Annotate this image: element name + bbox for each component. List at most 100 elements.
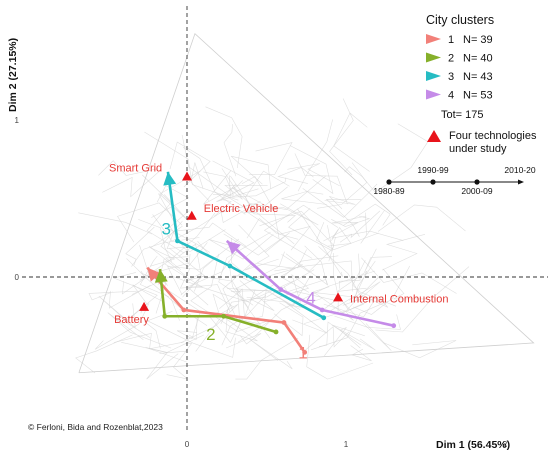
- legend-swatch-2: [426, 52, 441, 63]
- background-trajectory: [132, 284, 165, 305]
- cluster-3-path: [166, 171, 325, 319]
- background-trajectory: [181, 134, 231, 197]
- legend-swatch-4: [426, 89, 441, 100]
- background-trajectory: [289, 145, 334, 195]
- technology-label: Smart Grid: [109, 163, 162, 175]
- background-trajectory: [360, 210, 385, 244]
- background-trajectory: [343, 203, 391, 226]
- background-trajectory: [259, 210, 335, 262]
- background-trajectory: [273, 302, 304, 337]
- legend-total: Tot= 175: [441, 109, 484, 121]
- background-trajectory: [182, 147, 246, 215]
- background-trajectory: [285, 245, 328, 286]
- background-trajectory: [203, 170, 243, 205]
- background-trajectory: [288, 208, 333, 252]
- legend-swatch-1: [426, 34, 441, 44]
- background-trajectory: [331, 215, 371, 227]
- timeline-dot: [386, 179, 392, 185]
- background-trajectory: [166, 349, 188, 380]
- background-trajectory: [243, 207, 295, 245]
- background-trajectory: [75, 334, 133, 374]
- x-tick-label: 1: [344, 440, 349, 449]
- background-trajectory: [230, 175, 326, 210]
- background-trajectory: [159, 343, 193, 354]
- cluster-3-point: [175, 238, 180, 244]
- cluster-4-path: [225, 239, 394, 327]
- background-trajectory: [341, 299, 392, 351]
- background-trajectory: [375, 266, 470, 333]
- cluster-2-arrowhead: [154, 269, 168, 283]
- background-trajectory: [238, 224, 279, 271]
- background-trajectory: [145, 334, 205, 363]
- background-trajectory: [364, 248, 392, 273]
- cluster-2-path: [158, 269, 277, 334]
- background-trajectory: [333, 112, 370, 172]
- cluster-trajectories: 1 2 3 4: [146, 171, 397, 363]
- background-trajectory: [94, 303, 150, 350]
- cluster-3-point: [321, 315, 327, 321]
- x-tick-label: 2: [503, 440, 508, 449]
- background-trajectory: [216, 308, 258, 342]
- technology-markers: Smart Grid Electric Vehicle Battery Interna…: [109, 163, 449, 326]
- background-trajectory: [323, 215, 367, 242]
- background-trajectory: [281, 255, 339, 293]
- legend-technology-label: under study: [449, 143, 507, 155]
- period-label: 2010-20: [504, 165, 535, 175]
- background-trajectory: [98, 295, 136, 329]
- background-trajectory: [337, 270, 368, 303]
- background-trajectory: [245, 170, 290, 206]
- background-trajectory: [117, 202, 183, 243]
- cluster-2-point: [273, 329, 279, 335]
- cluster-4-point: [278, 287, 284, 292]
- background-trajectory: [190, 162, 210, 201]
- background-trajectory: [350, 345, 372, 362]
- background-trajectory: [306, 334, 374, 380]
- background-trajectory: [281, 237, 336, 273]
- background-trajectory: [248, 142, 293, 175]
- background-trajectory: [223, 232, 290, 256]
- background-trajectory: [152, 207, 230, 242]
- background-trajectory: [141, 174, 184, 254]
- background-trajectory: [329, 98, 354, 176]
- background-trajectory: [334, 314, 401, 330]
- timeline-dot: [474, 179, 480, 185]
- background-trajectory: [239, 280, 275, 311]
- background-trajectory: [325, 198, 362, 237]
- background-trajectory: [230, 155, 272, 189]
- cluster-1-label: 1: [298, 344, 307, 363]
- legend-title: City clusters: [426, 13, 494, 27]
- background-trajectory: [98, 160, 158, 176]
- background-trajectory: [167, 210, 211, 253]
- background-trajectory: [279, 249, 307, 278]
- background-trajectory: [78, 212, 153, 235]
- cluster-4-point: [391, 323, 397, 329]
- background-trajectory: [331, 229, 404, 241]
- background-trajectory: [353, 265, 410, 315]
- background-trajectory: [274, 260, 354, 292]
- background-trajectory: [178, 243, 202, 298]
- background-trajectory: [381, 234, 426, 271]
- background-trajectory: [338, 253, 361, 289]
- background-trajectory: [375, 123, 429, 193]
- background-trajectory: [302, 326, 350, 353]
- timeline-arrowhead: [518, 179, 524, 185]
- background-trajectory: [265, 275, 311, 311]
- background-trajectory: [108, 284, 151, 309]
- background-trajectory: [125, 226, 155, 265]
- background-trajectory: [311, 300, 389, 351]
- background-trajectory: [180, 276, 249, 309]
- background-city-trajectories: [75, 32, 535, 380]
- background-trajectory: [223, 124, 237, 177]
- background-trajectory: [231, 177, 287, 198]
- background-trajectory: [246, 296, 328, 334]
- technology-marker: [182, 171, 192, 181]
- background-trajectory: [339, 210, 381, 243]
- background-trajectory: [144, 311, 173, 349]
- x-tick-label: 0: [185, 440, 190, 449]
- background-trajectory: [228, 260, 271, 339]
- cluster-3-arrowhead: [163, 171, 177, 186]
- background-trajectory: [246, 217, 299, 240]
- background-trajectory: [214, 183, 237, 217]
- background-trajectory: [179, 268, 231, 312]
- cluster-1-arrowhead: [147, 267, 161, 282]
